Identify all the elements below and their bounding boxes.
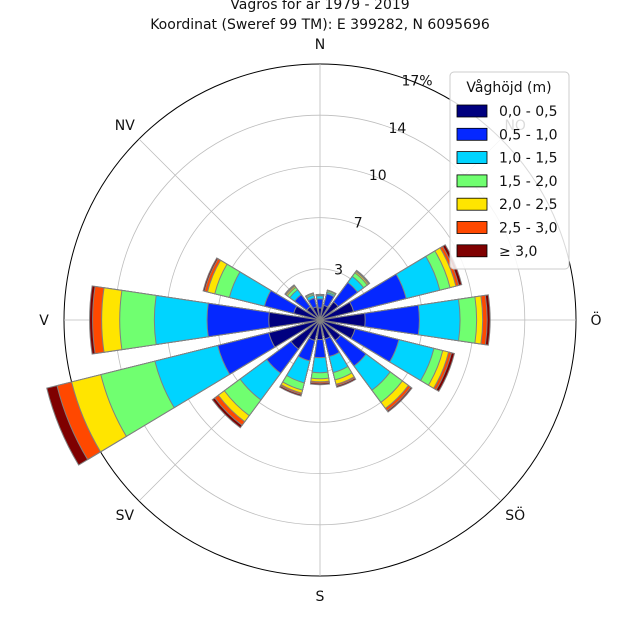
bar-segment <box>316 319 324 341</box>
radial-tick-label: 10 <box>369 168 387 184</box>
legend-label: 0,5 - 1,0 <box>499 127 557 143</box>
legend-label: 2,5 - 3,0 <box>499 221 557 237</box>
chart-title-line-1: Vågros för år 1979 - 2019 <box>230 0 410 13</box>
wind-rose-bars <box>46 244 491 466</box>
direction-label: SÖ <box>505 506 525 524</box>
legend: Våghöjd (m) 0,0 - 0,5 0,5 - 1,0 1,0 - 1,5 1… <box>449 71 570 270</box>
bar-segment <box>305 305 321 321</box>
bar-segment <box>319 319 342 342</box>
legend-swatch <box>456 151 488 165</box>
legend-swatch <box>456 174 488 188</box>
bar-segment <box>319 319 331 340</box>
bar-segment <box>268 319 321 348</box>
radial-tick-labels: 3 7 10 14 17% <box>334 74 432 279</box>
bar-segment <box>319 304 329 321</box>
direction-label: Ö <box>590 311 601 329</box>
legend-box <box>449 71 570 270</box>
bar-segment <box>293 305 321 321</box>
bar-segment <box>206 302 321 338</box>
legend-swatch <box>456 197 488 211</box>
bar-segment <box>319 319 356 340</box>
bar-segment <box>268 311 321 329</box>
radial-tick-label: 7 <box>354 215 363 231</box>
legend-label: 1,0 - 1,5 <box>499 151 557 167</box>
legend-label: 2,0 - 2,5 <box>499 197 557 213</box>
bar-segment <box>290 319 321 350</box>
legend-label: ≥ 3,0 <box>499 244 537 260</box>
bar-segment <box>312 306 321 321</box>
direction-label: V <box>39 313 49 329</box>
bar-segment <box>319 301 339 321</box>
legend-swatch <box>456 127 488 141</box>
direction-label: S <box>316 589 325 605</box>
direction-label: N <box>315 37 325 53</box>
legend-label: 0,0 - 0,5 <box>499 104 557 120</box>
bar-segment <box>319 304 420 336</box>
radial-tick-label: 3 <box>334 263 343 279</box>
bar-segment <box>308 319 321 342</box>
radial-tick-label: 17% <box>401 74 432 90</box>
direction-label: NV <box>115 118 135 134</box>
chart-title-line-2: Koordinat (Sweref 99 TM): E 399282, N 60… <box>150 17 490 33</box>
bar-segment <box>319 301 355 321</box>
legend-items: 0,0 - 0,5 0,5 - 1,0 1,0 - 1,5 1,5 - 2,0 2,0 … <box>456 104 557 260</box>
legend-swatch <box>456 244 488 258</box>
legend-label: 1,5 - 2,0 <box>499 174 557 190</box>
bar-segment <box>317 307 323 321</box>
direction-label: SV <box>116 508 135 524</box>
bar-segment <box>319 312 366 328</box>
radial-tick-label: 14 <box>388 121 406 137</box>
legend-title: Våghöjd (m) <box>466 79 551 96</box>
legend-swatch <box>456 104 488 118</box>
legend-swatch <box>456 221 488 234</box>
